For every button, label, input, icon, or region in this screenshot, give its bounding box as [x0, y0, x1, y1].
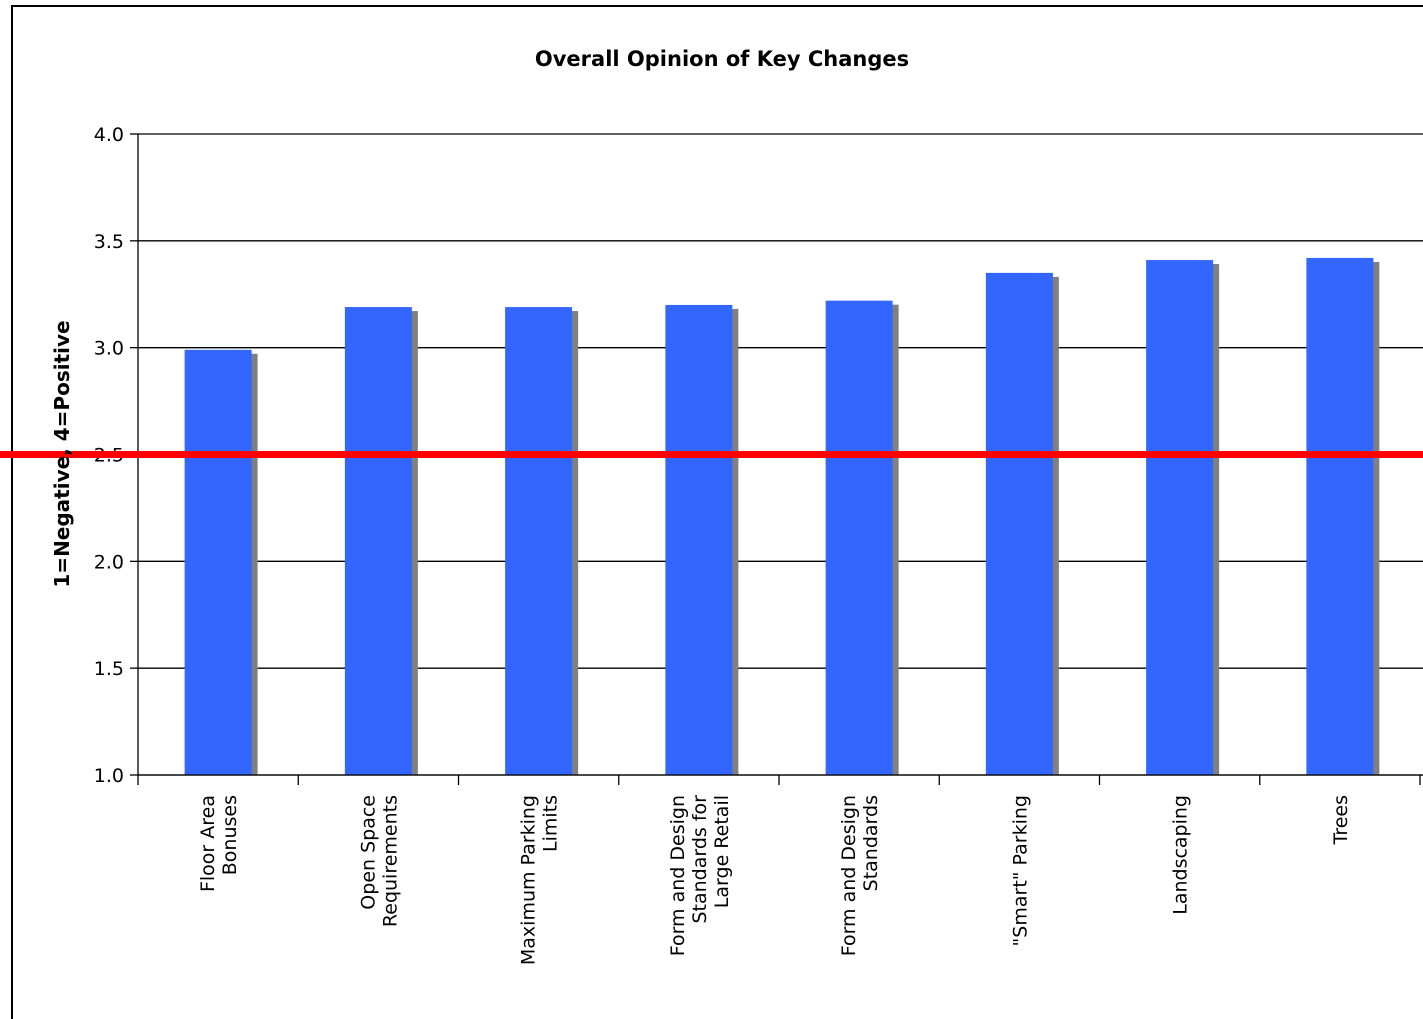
- chart-title: Overall Opinion of Key Changes: [535, 47, 909, 71]
- x-category-label: Bonuses: [219, 795, 241, 875]
- x-category-label: Landscaping: [1170, 795, 1192, 915]
- x-category-label: Form and Design: [838, 795, 860, 956]
- x-category-label: Standards: [860, 795, 882, 891]
- y-tick-label: 3.5: [94, 231, 124, 253]
- y-tick-label: 2.0: [94, 551, 124, 573]
- chart-border: [11, 5, 1423, 1019]
- bar: [985, 272, 1053, 775]
- x-category-label: Standards for: [689, 795, 711, 924]
- y-tick-label: 1.0: [94, 765, 124, 787]
- x-category-label: Trees: [1330, 795, 1352, 846]
- bar: [184, 349, 252, 775]
- bar: [665, 304, 733, 775]
- bars: [184, 257, 1380, 776]
- bar: [344, 307, 412, 775]
- bar: [1146, 260, 1214, 775]
- x-category-label: Open Space: [357, 795, 379, 910]
- axes: [130, 133, 1423, 785]
- x-category-label: Form and Design: [667, 795, 689, 956]
- y-tick-label: 1.5: [94, 658, 124, 680]
- x-category-label: Floor Area: [197, 795, 219, 892]
- bar: [1306, 257, 1374, 776]
- x-category-label: Requirements: [379, 795, 401, 927]
- y-axis-title: 1=Negative, 4=Positive: [50, 320, 74, 587]
- bar: [505, 307, 573, 775]
- y-tick-label: 3.0: [94, 338, 124, 360]
- y-tick-label: 4.0: [94, 124, 124, 146]
- x-category-label: "Smart" Parking: [1009, 795, 1031, 946]
- x-category-label: Limits: [540, 795, 562, 852]
- x-category-label: Large Retail: [711, 795, 733, 908]
- bar: [825, 300, 893, 775]
- x-category-label: Maximum Parking: [518, 795, 540, 965]
